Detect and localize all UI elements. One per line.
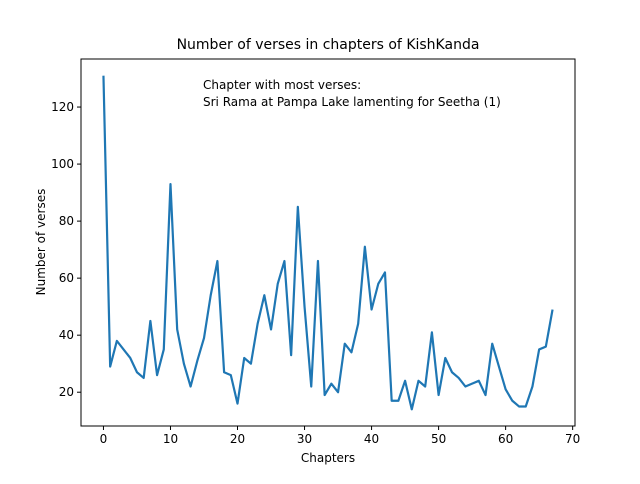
annotation: Chapter with most verses: — [203, 78, 361, 92]
x-tick-label: 50 — [431, 432, 446, 446]
annotation: Sri Rama at Pampa Lake lamenting for See… — [203, 95, 501, 109]
y-tick-label: 40 — [59, 328, 74, 342]
x-tick-label: 10 — [163, 432, 178, 446]
y-tick-label: 100 — [51, 157, 74, 171]
x-tick-label: 30 — [297, 432, 312, 446]
y-tick-label: 20 — [59, 385, 74, 399]
x-tick-label: 20 — [230, 432, 245, 446]
chart-title: Number of verses in chapters of KishKand… — [177, 37, 480, 53]
x-tick-label: 60 — [498, 432, 513, 446]
x-tick-label: 0 — [100, 432, 108, 446]
y-tick-label: 80 — [59, 214, 74, 228]
plot-frame — [80, 58, 576, 427]
x-tick-label: 70 — [565, 432, 580, 446]
y-tick-label: 60 — [59, 271, 74, 285]
x-tick-label: 40 — [364, 432, 379, 446]
y-tick-label: 120 — [51, 100, 74, 114]
x-axis-label: Chapters — [301, 451, 355, 465]
line — [102, 75, 554, 411]
y-axis-label: Number of verses — [34, 189, 48, 296]
